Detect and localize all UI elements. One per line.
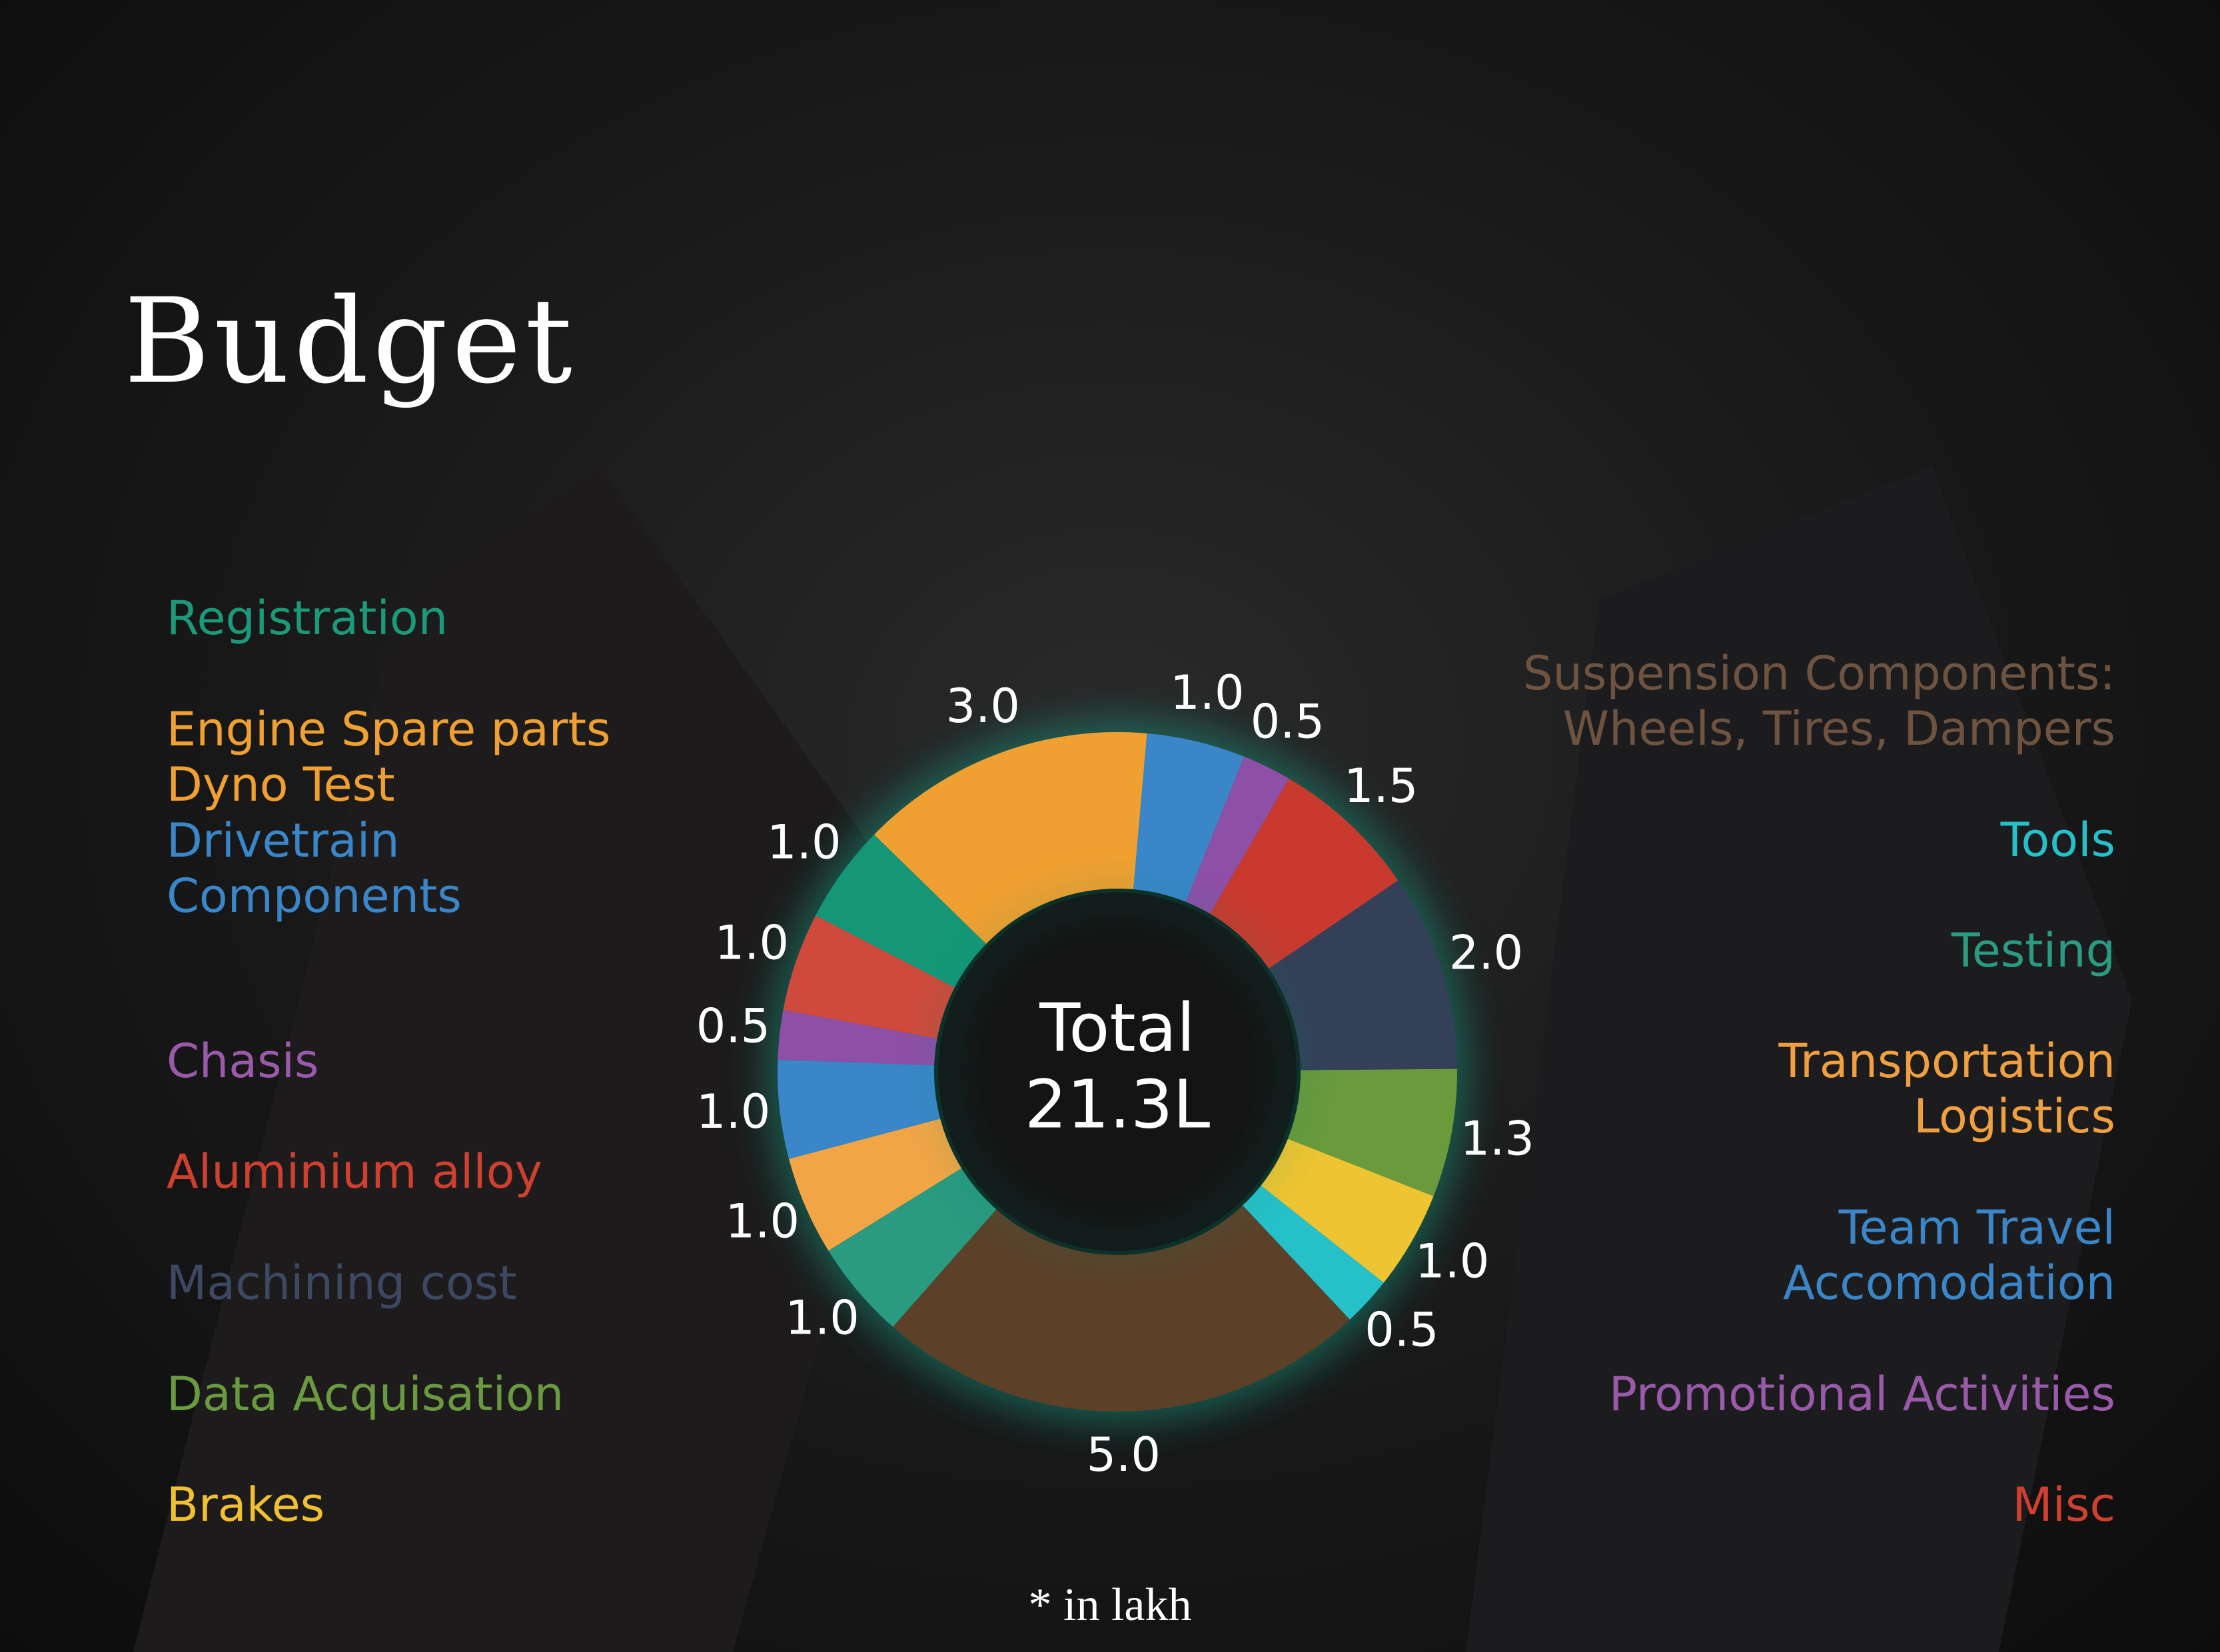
legend-item: Testing: [1951, 923, 2115, 978]
value-label: 1.0: [785, 1290, 859, 1345]
legend-item: Team Travel Accomodation: [1783, 1200, 2115, 1310]
value-label: 2.0: [1449, 926, 1523, 981]
pie-segment: [1286, 1068, 1458, 1196]
pie-segment: [893, 1204, 1350, 1412]
legend-item: Suspension Components: Wheels, Tires, Da…: [1523, 646, 2115, 756]
pie-segment: [789, 1118, 963, 1251]
legend-item: Transportation Logistics: [1778, 1034, 2115, 1144]
value-label: 0.5: [1251, 694, 1325, 749]
pie-segment: [1267, 880, 1457, 1070]
pie-segment: [828, 1167, 998, 1327]
value-label: 1.0: [726, 1194, 800, 1249]
legend-item: Misc: [2012, 1477, 2115, 1532]
pie-segment: [783, 915, 957, 1039]
pie-segment: [816, 834, 988, 989]
center-label: Total: [1039, 989, 1195, 1066]
pie-segment: [778, 1059, 943, 1159]
pie-segment: [873, 732, 1147, 946]
title: Budget: [124, 273, 576, 410]
value-label: 0.5: [1365, 1303, 1438, 1358]
value-label: 1.5: [1344, 759, 1418, 813]
legend-item: Registration: [167, 591, 448, 645]
pie-segment: [1133, 733, 1245, 904]
value-label: 1.0: [1170, 665, 1244, 720]
pie-segment: [778, 1010, 939, 1066]
center-label: 21.3L: [1025, 1065, 1211, 1143]
photo-shape: [133, 466, 933, 1652]
value-label: 1.3: [1460, 1112, 1534, 1166]
value-label: 3.0: [946, 679, 1020, 733]
pie-segment: [1209, 778, 1398, 970]
legend-item: Tools: [2000, 813, 2115, 867]
value-label: 1.0: [696, 1084, 770, 1139]
pie-segment: [1259, 1138, 1434, 1283]
legend-item: Promotional Activities: [1608, 1367, 2115, 1422]
legend-item: Drivetrain Components: [167, 813, 462, 923]
legend-item: Engine Spare parts Dyno Test: [167, 702, 611, 812]
pie-segment: [1185, 756, 1289, 916]
legend-item: Aluminium alloy: [167, 1144, 542, 1199]
legend-item: Data Acquisation: [167, 1367, 564, 1422]
photo-shape: [1466, 466, 2132, 1652]
pie-segment: [1241, 1184, 1384, 1320]
value-label: 1.0: [715, 916, 789, 971]
legend-item: Machining cost: [167, 1256, 517, 1310]
donut-hole: [934, 889, 1301, 1255]
value-label: 1.0: [767, 815, 841, 869]
value-label: 1.0: [1415, 1234, 1489, 1288]
footnote: * in lakh: [1028, 1579, 1192, 1631]
value-label: 0.5: [696, 999, 770, 1054]
hole-glow: [938, 893, 1297, 1251]
legend-item: Brakes: [167, 1477, 325, 1532]
legend-item: Chasis: [167, 1034, 319, 1088]
value-label: 5.0: [1087, 1428, 1161, 1482]
